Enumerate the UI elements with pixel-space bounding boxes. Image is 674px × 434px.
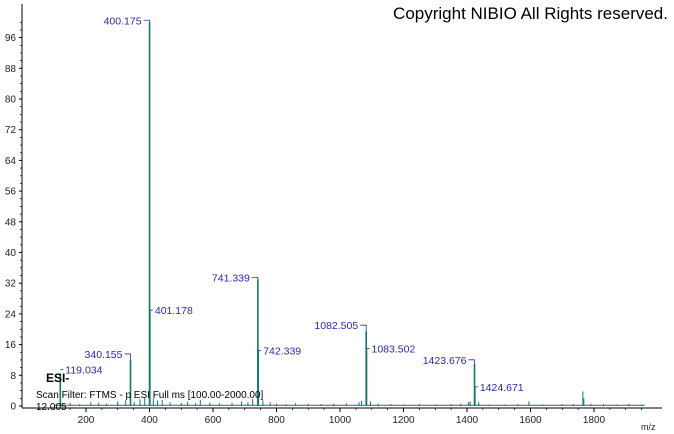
- peak-label: 1424.671: [480, 382, 524, 394]
- scan-filter-text: Scan Filter: FTMS - p ESI Full ms [100.0…: [36, 390, 264, 401]
- y-tick-label: 32: [5, 279, 17, 290]
- x-tick-label: 200: [78, 415, 95, 426]
- spectrum-peaks: [54, 22, 645, 406]
- peak-label-connector: [360, 324, 367, 332]
- y-tick-label: 40: [5, 248, 17, 259]
- axis-corner-value: 12.005: [36, 402, 67, 413]
- peak-label-connector: [468, 359, 475, 364]
- y-tick-label: 96: [5, 33, 17, 44]
- peak-label: 401.178: [155, 305, 193, 317]
- x-tick-label: 600: [205, 415, 222, 426]
- x-tick-label: 1800: [583, 415, 606, 426]
- x-tick-label: 1000: [329, 415, 352, 426]
- peak-label: 1083.502: [372, 343, 416, 355]
- y-tick-label: 80: [5, 95, 17, 106]
- peak-label-connector: [251, 276, 259, 280]
- peak-label: 400.175: [104, 15, 142, 27]
- x-tick-label: 400: [141, 415, 158, 426]
- x-tick-label: 1600: [519, 415, 542, 426]
- chart-axes: 0 8 16 24 32 40 48 56 64 72 80 88 96 200 400 600 800 1000…: [5, 4, 662, 426]
- peak-label: 1423.676: [423, 355, 467, 367]
- y-tick-label: 48: [5, 217, 17, 228]
- copyright-notice: Copyright NIBIO All Rights reserved.: [393, 4, 668, 23]
- y-tick-label: 0: [10, 402, 16, 413]
- ionization-mode-label: ESI-: [46, 371, 70, 385]
- y-tick-label: 8: [10, 371, 16, 382]
- y-tick-label: 24: [5, 309, 17, 320]
- y-tick-label: 56: [5, 187, 17, 198]
- peak-label: 119.034: [65, 364, 102, 376]
- peak-label: 742.339: [263, 345, 301, 357]
- peak-label-connector: [124, 353, 131, 360]
- peak-label-connector: [143, 19, 150, 23]
- peak-labels: 119.034 340.155 400.175 401.178 741.339 742.3…: [60, 15, 524, 394]
- peak-label: 741.339: [212, 272, 250, 284]
- y-tick-label: 64: [5, 156, 17, 167]
- x-axis-unit: m/z: [641, 422, 656, 432]
- y-tick-label: 88: [5, 64, 17, 75]
- x-tick-label: 800: [268, 415, 285, 426]
- y-tick-label: 16: [5, 340, 17, 351]
- x-tick-label: 1400: [456, 415, 479, 426]
- y-tick-label: 72: [5, 125, 17, 136]
- peak-label: 340.155: [85, 349, 123, 361]
- peak-label: 1082.505: [314, 320, 358, 332]
- x-tick-label: 1200: [392, 415, 415, 426]
